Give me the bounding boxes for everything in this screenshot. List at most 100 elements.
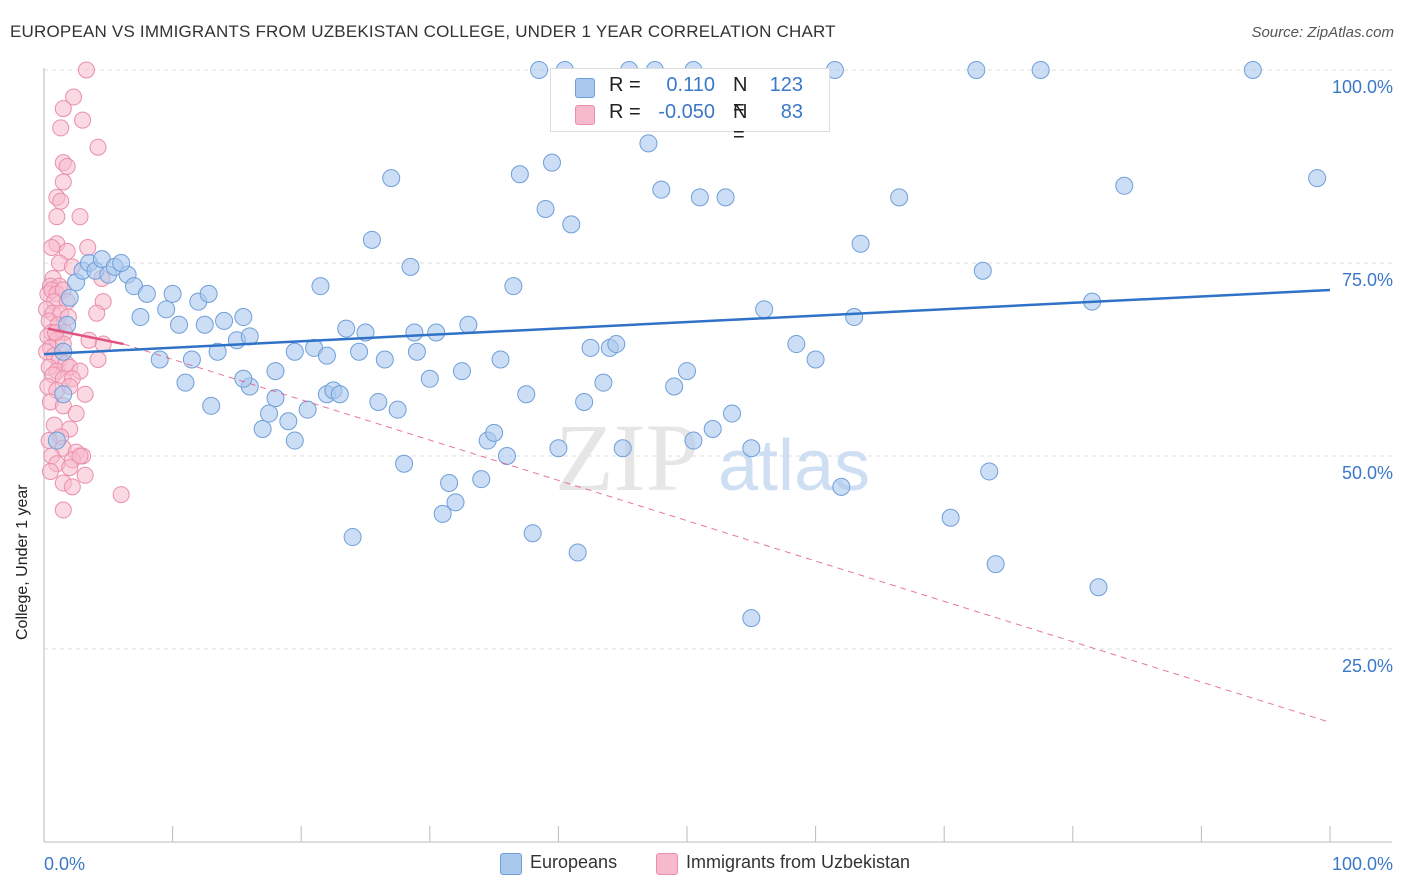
uzbek-point	[88, 304, 106, 322]
legend-r-label: R =	[609, 74, 641, 96]
europeans-point	[845, 308, 864, 327]
europeans-trend-line	[43, 288, 1331, 356]
uzbek-point	[61, 459, 79, 477]
europeans-point	[890, 188, 909, 207]
legend-n-value: 123	[769, 74, 803, 96]
europeans-point	[1115, 176, 1134, 195]
uzbek-point	[89, 351, 107, 368]
legend-label-uzbekistan: Immigrants from Uzbekistan	[686, 852, 911, 872]
europeans-point	[260, 404, 279, 423]
europeans-point	[298, 400, 317, 419]
europeans-point	[973, 261, 992, 280]
europeans-point	[195, 315, 214, 334]
europeans-point	[510, 165, 529, 184]
europeans-point	[199, 284, 218, 303]
legend-n-value: 83	[780, 101, 803, 123]
europeans-point	[54, 385, 73, 404]
uzbekistan-legend-icon	[656, 853, 678, 875]
europeans-point	[980, 462, 999, 481]
x-tick-labels: 0.0% 100.0%	[44, 854, 1393, 874]
europeans-point	[375, 350, 394, 369]
europeans-point	[388, 400, 407, 419]
series-legend: Europeans Immigrants from Uzbekistan	[0, 852, 1406, 878]
europeans-point	[536, 199, 555, 218]
x-tick-label: 100.0%	[1332, 854, 1393, 874]
europeans-point	[459, 315, 478, 334]
europeans-point	[234, 308, 253, 327]
legend-r-value: -0.050	[658, 101, 715, 123]
europeans-point	[253, 419, 272, 438]
y-tick-label: 25.0%	[1342, 656, 1393, 676]
uzbek-point	[54, 173, 72, 191]
europeans-point	[163, 284, 182, 303]
europeans-point	[678, 362, 696, 381]
europeans-point	[703, 419, 722, 438]
europeans-point	[382, 169, 401, 188]
europeans-point	[1031, 61, 1050, 79]
europeans-point	[60, 288, 79, 307]
europeans-point	[395, 454, 414, 473]
europeans-point	[986, 555, 1005, 574]
uzbek-point	[43, 239, 61, 257]
europeans-points	[47, 61, 1327, 628]
europeans-point	[716, 188, 735, 207]
europeans-point	[369, 392, 388, 411]
europeans-point	[433, 504, 452, 523]
europeans-point	[652, 180, 671, 199]
europeans-point	[240, 327, 259, 346]
uzbek-point	[52, 192, 70, 210]
watermark-zip: ZIP	[555, 404, 699, 511]
europeans-point	[112, 254, 131, 272]
europeans-point	[542, 153, 561, 172]
legend-n-label: N =	[733, 74, 748, 119]
trend-lines	[43, 288, 1331, 723]
europeans-point	[234, 369, 253, 388]
europeans-point	[806, 350, 825, 369]
uzbek-point	[67, 405, 85, 423]
uzbekistan-swatch-icon	[575, 105, 595, 125]
europeans-point	[523, 524, 542, 543]
y-tick-label: 100.0%	[1332, 77, 1393, 97]
legend-r-value: 0.110	[666, 74, 715, 96]
europeans-point	[787, 335, 806, 354]
uzbek-point	[52, 119, 70, 137]
europeans-point	[530, 61, 549, 79]
uzbek-point	[71, 208, 89, 226]
europeans-point	[485, 423, 504, 442]
europeans-point	[665, 377, 684, 396]
europeans-point	[330, 385, 349, 404]
europeans-point	[266, 389, 285, 408]
gridlines	[44, 69, 1392, 650]
europeans-legend-icon	[500, 853, 522, 875]
europeans-point	[202, 396, 221, 415]
europeans-point	[137, 284, 156, 303]
europeans-point	[941, 508, 960, 527]
europeans-point	[440, 474, 459, 493]
x-tick-label: 0.0%	[44, 854, 85, 874]
y-tick-labels: 100.0% 75.0% 50.0% 25.0%	[1332, 77, 1393, 676]
legend-label-europeans: Europeans	[530, 852, 618, 872]
uzbek-point	[58, 158, 76, 175]
uzbek-point	[76, 385, 94, 403]
europeans-point	[491, 350, 510, 369]
europeans-point	[47, 431, 66, 450]
uzbek-trend-dashed	[123, 343, 1331, 723]
europeans-point	[755, 300, 774, 319]
europeans-point	[504, 277, 523, 296]
europeans-point	[208, 342, 227, 361]
europeans-point	[1089, 578, 1108, 597]
europeans-swatch-icon	[575, 78, 595, 98]
europeans-point	[285, 431, 304, 450]
europeans-point	[562, 215, 581, 234]
uzbek-point	[112, 486, 130, 504]
y-tick-label: 50.0%	[1342, 463, 1393, 483]
europeans-point	[568, 543, 587, 562]
europeans-point	[285, 342, 304, 361]
europeans-point	[401, 257, 420, 276]
europeans-point	[446, 493, 465, 512]
uzbek-points	[38, 61, 130, 519]
europeans-point	[337, 319, 356, 338]
europeans-point	[832, 477, 851, 496]
uzbek-point	[41, 462, 59, 480]
europeans-point	[150, 350, 169, 369]
